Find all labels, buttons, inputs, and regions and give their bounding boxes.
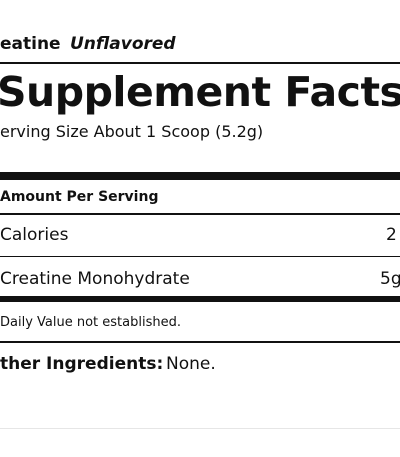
footnote: Daily Value not established. bbox=[0, 315, 181, 330]
divider bbox=[0, 428, 400, 429]
ingredients-value: None. bbox=[166, 354, 216, 374]
nutrient-amount: 2 bbox=[386, 225, 397, 245]
product-name: eatine bbox=[0, 34, 61, 54]
nutrient-name: Calories bbox=[0, 225, 69, 245]
serving-size: erving Size About 1 Scoop (5.2g) bbox=[0, 122, 264, 141]
nutrient-amount: 5g bbox=[380, 269, 400, 289]
label-title: Supplement Facts bbox=[0, 68, 400, 116]
rule bbox=[0, 213, 400, 215]
rule bbox=[0, 256, 400, 257]
product-variant: Unflavored bbox=[70, 34, 176, 54]
rule bbox=[0, 341, 400, 343]
thick-rule bbox=[0, 296, 400, 302]
rule bbox=[0, 62, 400, 64]
nutrient-name: Creatine Monohydrate bbox=[0, 269, 190, 289]
thick-rule bbox=[0, 172, 400, 180]
ingredients-label: ther Ingredients: bbox=[0, 354, 164, 374]
table-header: Amount Per Serving bbox=[0, 189, 159, 205]
